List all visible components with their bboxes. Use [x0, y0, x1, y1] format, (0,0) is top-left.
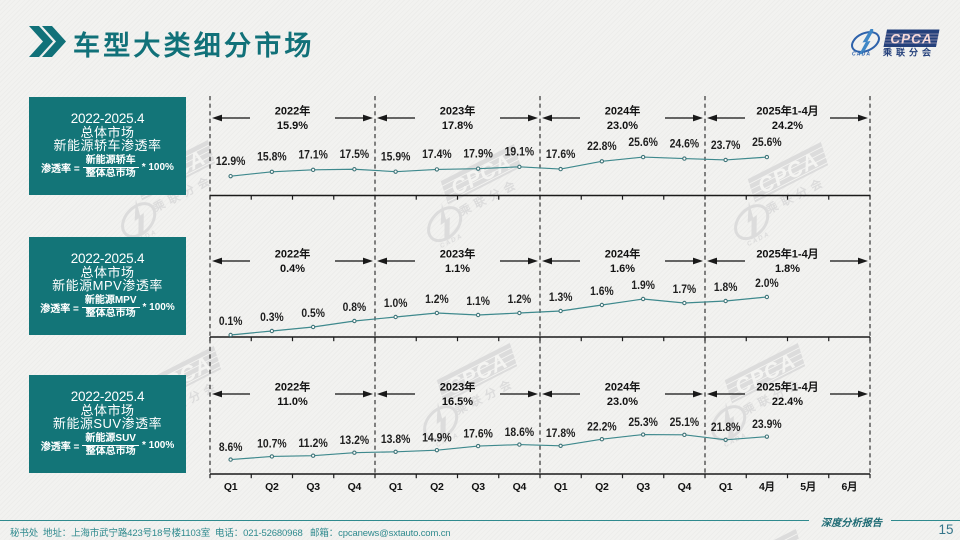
svg-text:Q1: Q1	[719, 481, 733, 493]
svg-text:0.3%: 0.3%	[260, 310, 284, 324]
svg-text:18.6%: 18.6%	[505, 425, 535, 439]
svg-text:Q4: Q4	[678, 481, 692, 493]
svg-text:0.1%: 0.1%	[219, 314, 243, 328]
svg-text:1.2%: 1.2%	[425, 292, 449, 306]
svg-text:Q3: Q3	[306, 481, 320, 493]
svg-text:Q1: Q1	[389, 481, 403, 493]
svg-text:4月: 4月	[759, 481, 775, 493]
svg-text:2025年1-4月: 2025年1-4月	[756, 246, 818, 260]
svg-text:1.9%: 1.9%	[631, 278, 655, 292]
svg-text:1.3%: 1.3%	[549, 290, 573, 304]
svg-text:10.7%: 10.7%	[257, 437, 287, 451]
svg-text:17.4%: 17.4%	[422, 147, 452, 161]
svg-text:12.9%: 12.9%	[216, 154, 246, 168]
svg-text:23.0%: 23.0%	[607, 120, 638, 132]
svg-text:13.8%: 13.8%	[381, 432, 411, 446]
svg-text:1.8%: 1.8%	[714, 280, 738, 294]
svg-text:1.8%: 1.8%	[775, 263, 800, 275]
svg-text:Q2: Q2	[595, 481, 609, 493]
svg-text:1.6%: 1.6%	[610, 263, 635, 275]
svg-text:22.8%: 22.8%	[587, 139, 617, 153]
svg-text:Q2: Q2	[430, 481, 444, 493]
svg-text:2024年: 2024年	[605, 103, 640, 117]
svg-text:1.2%: 1.2%	[508, 292, 532, 306]
svg-text:2025年1-4月: 2025年1-4月	[756, 103, 818, 117]
svg-text:23.7%: 23.7%	[711, 138, 741, 152]
svg-text:乘联分会: 乘联分会	[882, 47, 935, 58]
svg-text:2022年: 2022年	[275, 379, 310, 393]
svg-text:17.1%: 17.1%	[298, 148, 328, 162]
svg-text:2.0%: 2.0%	[755, 276, 779, 290]
svg-text:21.8%: 21.8%	[711, 420, 741, 434]
svg-text:Q4: Q4	[513, 481, 527, 493]
svg-text:24.6%: 24.6%	[670, 136, 700, 150]
svg-text:17.9%: 17.9%	[463, 146, 493, 160]
svg-text:2023年: 2023年	[440, 246, 475, 260]
svg-text:19.1%: 19.1%	[505, 145, 535, 159]
svg-text:23.9%: 23.9%	[752, 417, 782, 431]
svg-text:Q1: Q1	[224, 481, 238, 493]
svg-text:24.2%: 24.2%	[772, 120, 803, 132]
svg-text:Q1: Q1	[554, 481, 568, 493]
svg-text:8.6%: 8.6%	[219, 440, 243, 454]
svg-text:2024年: 2024年	[605, 246, 640, 260]
svg-text:1.1%: 1.1%	[466, 294, 490, 308]
svg-text:Q2: Q2	[265, 481, 279, 493]
svg-text:5月: 5月	[800, 481, 816, 493]
svg-text:11.0%: 11.0%	[277, 396, 308, 408]
svg-text:17.6%: 17.6%	[463, 426, 493, 440]
svg-text:CADA: CADA	[852, 52, 871, 58]
svg-text:1.1%: 1.1%	[445, 263, 470, 275]
svg-text:Q3: Q3	[471, 481, 485, 493]
svg-text:2024年: 2024年	[605, 379, 640, 393]
svg-text:15.9%: 15.9%	[277, 120, 308, 132]
svg-text:2023年: 2023年	[440, 103, 475, 117]
svg-text:25.6%: 25.6%	[628, 135, 658, 149]
svg-text:CPCA: CPCA	[890, 32, 932, 47]
svg-text:Q4: Q4	[348, 481, 362, 493]
svg-text:14.9%: 14.9%	[422, 430, 452, 444]
svg-text:0.4%: 0.4%	[280, 263, 305, 275]
svg-text:2025年1-4月: 2025年1-4月	[756, 379, 818, 393]
svg-text:17.6%: 17.6%	[546, 147, 576, 161]
svg-text:16.5%: 16.5%	[442, 396, 473, 408]
svg-text:22.4%: 22.4%	[772, 396, 803, 408]
svg-text:25.6%: 25.6%	[752, 135, 782, 149]
svg-text:Q3: Q3	[636, 481, 650, 493]
svg-text:1.7%: 1.7%	[673, 282, 697, 296]
svg-text:1.0%: 1.0%	[384, 296, 408, 310]
svg-text:17.8%: 17.8%	[546, 426, 576, 440]
svg-text:0.8%: 0.8%	[343, 300, 367, 314]
svg-text:0.5%: 0.5%	[301, 306, 325, 320]
svg-text:2023年: 2023年	[440, 379, 475, 393]
svg-text:11.2%: 11.2%	[298, 436, 328, 450]
svg-text:15.9%: 15.9%	[381, 149, 411, 163]
svg-text:6月: 6月	[842, 481, 858, 493]
svg-text:22.2%: 22.2%	[587, 419, 617, 433]
svg-text:2022年: 2022年	[275, 103, 310, 117]
svg-text:17.5%: 17.5%	[340, 147, 370, 161]
svg-text:17.8%: 17.8%	[442, 120, 473, 132]
svg-text:23.0%: 23.0%	[607, 396, 638, 408]
svg-text:1.6%: 1.6%	[590, 284, 614, 298]
svg-text:15.8%: 15.8%	[257, 150, 287, 164]
svg-text:2022年: 2022年	[275, 246, 310, 260]
svg-text:25.1%: 25.1%	[670, 415, 700, 429]
svg-text:13.2%: 13.2%	[340, 433, 370, 447]
svg-text:25.3%: 25.3%	[628, 415, 658, 429]
